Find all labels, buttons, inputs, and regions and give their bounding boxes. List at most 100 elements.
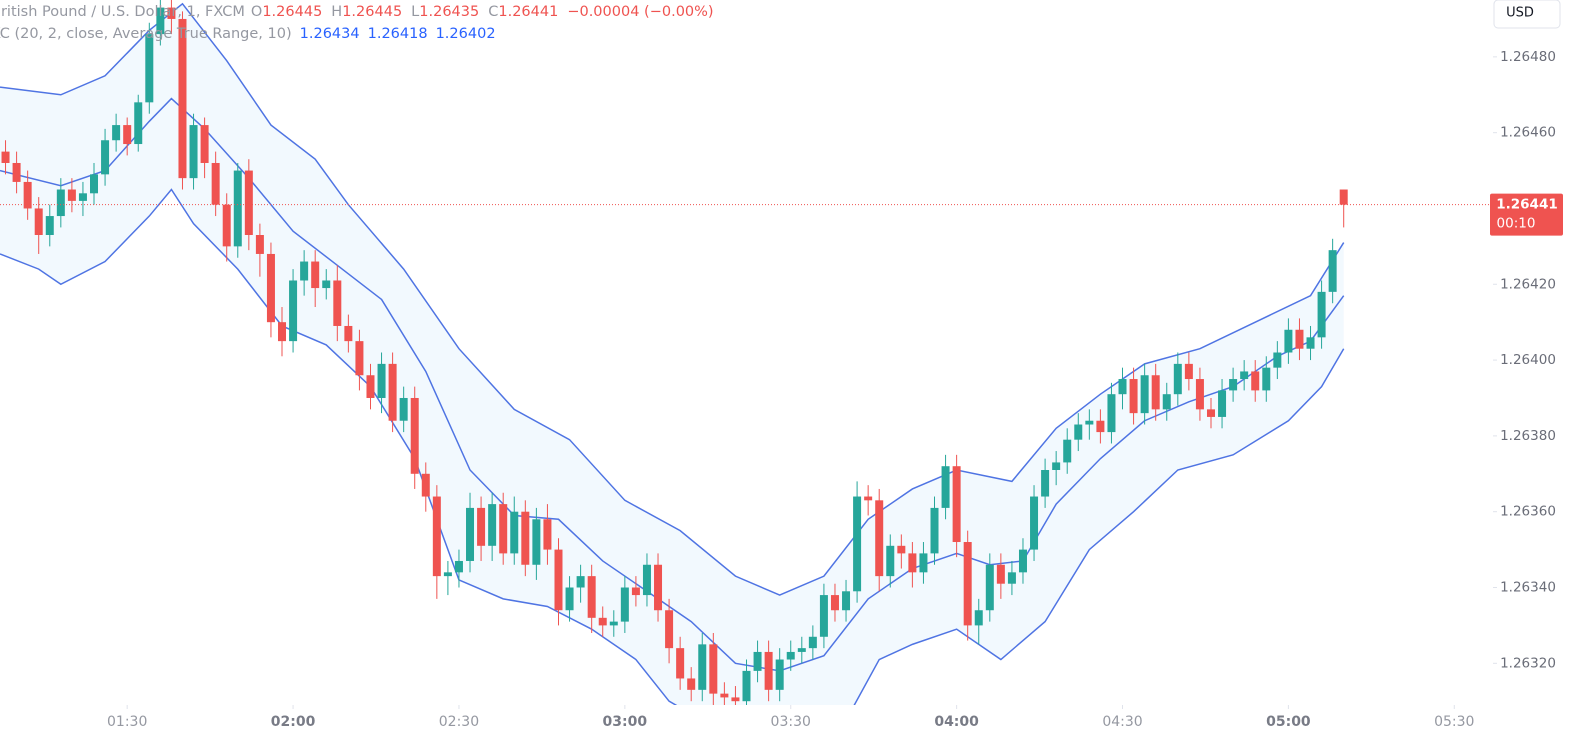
currency: USD xyxy=(1506,6,1534,21)
candle-body xyxy=(1184,363,1193,380)
candle-body xyxy=(952,466,961,543)
legend: British Pound / U.S. Dollar, 1, FXCM O 1.2… xyxy=(0,4,714,42)
candle-body xyxy=(211,162,220,205)
candle-body xyxy=(112,125,121,141)
y-tick-label: 1.26460 xyxy=(1500,125,1556,141)
candle-body xyxy=(974,610,983,626)
candle-body xyxy=(499,504,508,554)
candle-body xyxy=(1229,379,1238,391)
candle-body xyxy=(996,564,1005,584)
candle-body xyxy=(388,363,397,421)
y-tick-label: 1.26360 xyxy=(1500,504,1556,520)
candle-body xyxy=(1096,420,1105,433)
title: British Pound / U.S. Dollar, 1, FXCM xyxy=(0,4,245,20)
candle-body xyxy=(919,553,928,573)
candle-body xyxy=(134,102,143,145)
candle-body xyxy=(1151,375,1160,410)
ohlc-value: 1.26441 xyxy=(498,4,558,20)
candle-body xyxy=(819,595,828,637)
candle-body xyxy=(598,617,607,626)
ohlc-key: C xyxy=(488,4,498,20)
candle-body xyxy=(532,519,541,565)
candle-body xyxy=(731,697,740,702)
candle-body xyxy=(654,564,663,611)
candle-body xyxy=(886,545,895,577)
y-tick-label: 1.26400 xyxy=(1500,352,1556,368)
y-tick-label: 1.26380 xyxy=(1500,428,1556,444)
candle-body xyxy=(1162,394,1171,410)
candle-body xyxy=(1295,329,1304,349)
candle-body xyxy=(145,34,154,103)
y-tick-label: 1.26420 xyxy=(1500,276,1556,292)
y-tick-label: 1.26340 xyxy=(1500,580,1556,596)
candle-body xyxy=(289,280,298,342)
candle-body xyxy=(930,507,939,554)
last-price-label: 1.26441 xyxy=(1496,197,1558,213)
candle-body xyxy=(300,261,309,281)
candle-body xyxy=(565,587,574,611)
candle-body xyxy=(1218,390,1227,417)
candle-body xyxy=(123,125,132,145)
candle-body xyxy=(720,693,729,698)
candle-body xyxy=(454,560,463,573)
candle-body xyxy=(1240,371,1249,380)
x-tick-label: 05:00 xyxy=(1266,714,1311,730)
indicator-value: 1.26418 xyxy=(368,26,428,42)
candle-body xyxy=(908,553,917,573)
candle-body xyxy=(786,651,795,660)
ohlc-key: O xyxy=(251,4,262,20)
plot-area xyxy=(0,0,1493,705)
x-tick-label: 03:00 xyxy=(603,714,648,730)
candle-body xyxy=(941,466,950,508)
candle-body xyxy=(421,473,430,497)
candle-body xyxy=(1195,379,1204,410)
candle-body xyxy=(1317,291,1326,338)
candle-body xyxy=(753,651,762,671)
indicator-label: KC (20, 2, close, Average True Range, 10… xyxy=(0,26,292,42)
candle-body xyxy=(377,363,386,398)
change: −0.00004 (−0.00%) xyxy=(567,4,713,20)
channel-line xyxy=(0,188,1345,705)
candle-body xyxy=(78,193,87,201)
candle-body xyxy=(963,542,972,626)
ohlc-value: 1.26445 xyxy=(342,4,402,20)
channel-line xyxy=(0,97,1345,672)
candle-body xyxy=(808,636,817,649)
candle-body xyxy=(45,216,54,235)
candle-body xyxy=(1262,367,1271,391)
candle-body xyxy=(897,545,906,554)
candle-body xyxy=(222,204,231,247)
ohlc-key: H xyxy=(331,4,342,20)
ohlc-key: L xyxy=(411,4,419,20)
candle-body xyxy=(23,181,32,209)
x-tick-label: 04:00 xyxy=(934,714,979,730)
candle-body xyxy=(1063,439,1072,463)
candle-body xyxy=(278,322,287,342)
candle-body xyxy=(1328,250,1337,292)
candle-body xyxy=(477,507,486,546)
candle-body xyxy=(864,496,873,501)
candle-body xyxy=(322,280,331,289)
candle-body xyxy=(853,496,862,592)
candle-body xyxy=(488,504,497,546)
candle-body xyxy=(609,621,618,626)
candle-body xyxy=(333,280,342,326)
x-tick-label: 05:30 xyxy=(1434,714,1474,730)
candle-body xyxy=(543,519,552,550)
last-price-box xyxy=(1490,193,1563,236)
candle-body xyxy=(178,18,187,179)
candle-body xyxy=(642,564,651,596)
candle-body xyxy=(587,576,596,618)
candle-body xyxy=(233,170,242,247)
candle-body xyxy=(665,610,674,649)
ohlc-value: 1.26445 xyxy=(262,4,322,20)
channel-line xyxy=(0,2,1345,596)
candle-body xyxy=(842,591,851,611)
candle-body xyxy=(1107,394,1116,433)
candle-body xyxy=(200,125,209,163)
candle-body xyxy=(1251,371,1260,391)
candle-body xyxy=(1018,549,1027,573)
candle-body xyxy=(12,162,21,182)
candle-body xyxy=(443,572,452,577)
